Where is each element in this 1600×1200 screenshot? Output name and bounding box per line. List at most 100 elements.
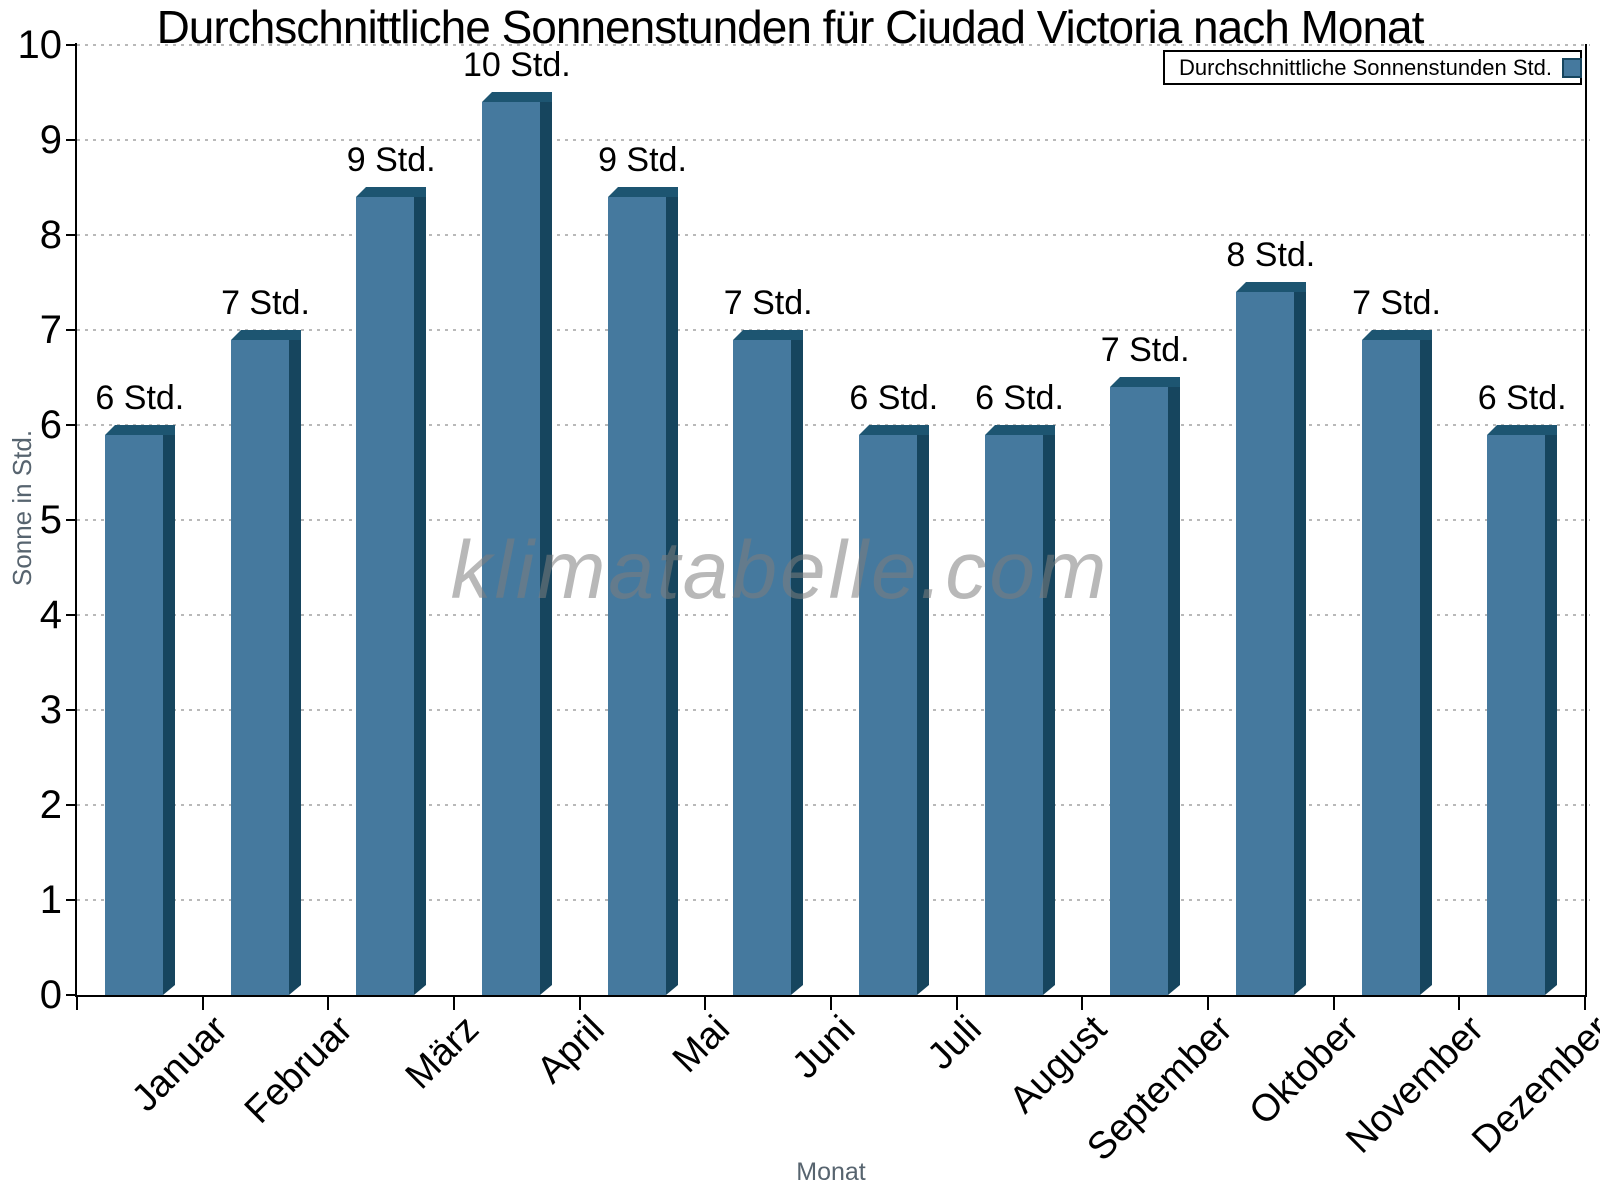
bar-face xyxy=(608,197,666,995)
bar-value-label-november: 7 Std. xyxy=(1352,284,1441,322)
gridline-y-9 xyxy=(77,139,1590,141)
month-label-text: August xyxy=(1001,1008,1116,1122)
bar-top-bevel xyxy=(105,425,175,435)
bar-value-label-mai: 9 Std. xyxy=(598,141,687,179)
gridline-y-1 xyxy=(77,899,1590,901)
gridline-y-7 xyxy=(77,329,1590,331)
bar-top-bevel xyxy=(1110,377,1180,387)
month-label-text: Juni xyxy=(784,1008,864,1087)
legend-swatch-icon xyxy=(1562,57,1583,78)
y-tick-label-6: 6 xyxy=(39,403,62,447)
bar-mai xyxy=(608,187,678,995)
gridline-y-2 xyxy=(77,804,1590,806)
bar-face xyxy=(859,435,917,995)
x-tick-2 xyxy=(327,997,330,1010)
bar-top-bevel xyxy=(859,425,929,435)
y-tick-label-0: 0 xyxy=(39,973,62,1017)
bar-side-bevel xyxy=(666,187,678,995)
x-tick-3 xyxy=(453,997,455,1010)
y-tick-8 xyxy=(66,234,76,236)
bar-face xyxy=(482,102,540,995)
bar-value-label-juli: 6 Std. xyxy=(849,379,939,417)
y-tick-10 xyxy=(66,44,76,46)
bar-side-bevel xyxy=(1043,425,1055,995)
month-label-text: Januar xyxy=(123,1008,236,1120)
bar-top-bevel xyxy=(1236,282,1306,292)
bar-face xyxy=(1110,387,1168,995)
month-label-text: November xyxy=(1338,1008,1493,1162)
month-label-text: Mai xyxy=(665,1008,739,1081)
bar-februar xyxy=(231,330,301,995)
bar-side-bevel xyxy=(917,425,929,995)
y-tick-label-5: 5 xyxy=(39,498,62,542)
gridline-y-8 xyxy=(77,234,1590,236)
bar-top-bevel xyxy=(482,92,552,102)
bar-top-bevel xyxy=(1487,425,1557,435)
bar-face xyxy=(1236,292,1294,995)
x-tick-11 xyxy=(1458,997,1461,1010)
x-axis-line xyxy=(75,995,1587,997)
y-tick-label-3: 3 xyxy=(39,688,62,732)
bar-september xyxy=(1110,377,1180,995)
bar-value-label-september: 7 Std. xyxy=(1100,331,1190,369)
bar-side-bevel xyxy=(414,187,426,995)
x-tick-1 xyxy=(201,997,204,1010)
bar-november xyxy=(1362,330,1432,995)
bar-face xyxy=(733,340,791,995)
bar-top-bevel xyxy=(608,187,678,197)
bar-top-bevel xyxy=(356,187,426,197)
bar-value-label-august: 6 Std. xyxy=(975,379,1064,417)
y-tick-label-7: 7 xyxy=(39,308,62,352)
bar-side-bevel xyxy=(163,425,175,995)
y-tick-label-10: 10 xyxy=(17,23,63,67)
bar-value-label-april: 10 Std. xyxy=(462,46,571,84)
y-tick-label-1: 1 xyxy=(39,878,62,922)
bar-top-bevel xyxy=(985,425,1055,435)
y-tick-2 xyxy=(66,804,76,806)
bar-januar xyxy=(105,425,175,995)
gridline-y-4 xyxy=(77,614,1590,616)
bar-face xyxy=(985,435,1043,995)
legend-label: Durchschnittliche Sonnenstunden Std. xyxy=(1179,54,1553,80)
bar-side-bevel xyxy=(289,330,301,995)
bar-juli xyxy=(859,425,929,995)
bar-top-bevel xyxy=(1362,330,1432,340)
month-label-text: April xyxy=(529,1008,613,1092)
bar-side-bevel xyxy=(1545,425,1557,995)
x-tick-6 xyxy=(830,997,832,1010)
bar-side-bevel xyxy=(791,330,803,995)
bar-top-bevel xyxy=(231,330,301,340)
bar-august xyxy=(985,425,1055,995)
y-tick-0 xyxy=(66,994,76,996)
x-axis-title: Monat xyxy=(796,1158,866,1186)
y-axis-line xyxy=(75,43,77,997)
bar-value-label-marz: 9 Std. xyxy=(346,141,436,179)
bar-april xyxy=(482,92,552,995)
bar-face xyxy=(231,340,289,995)
bar-value-label-januar: 6 Std. xyxy=(95,379,185,417)
x-tick-5 xyxy=(704,997,707,1010)
bar-side-bevel xyxy=(1420,330,1432,995)
bar-value-label-dezember: 6 Std. xyxy=(1477,379,1567,417)
bar-oktober xyxy=(1236,282,1306,995)
bar-face xyxy=(356,197,414,995)
x-tick-9 xyxy=(1207,997,1209,1010)
month-label-text: Oktober xyxy=(1241,1008,1367,1134)
y-tick-3 xyxy=(66,709,76,711)
month-label-text: März xyxy=(397,1008,487,1098)
bar-side-bevel xyxy=(1294,282,1306,995)
bar-dezember xyxy=(1487,425,1557,995)
bar-side-bevel xyxy=(1168,377,1180,995)
x-tick-4 xyxy=(578,997,581,1010)
legend: Durchschnittliche Sonnenstunden Std. xyxy=(1163,50,1583,85)
bar-value-label-februar: 7 Std. xyxy=(221,284,310,322)
y-tick-label-2: 2 xyxy=(39,783,62,827)
bar-value-label-juni: 7 Std. xyxy=(723,284,813,322)
gridline-y-10 xyxy=(77,44,1590,46)
y-tick-7 xyxy=(66,329,76,331)
bar-juni xyxy=(733,330,803,995)
x-tick-10 xyxy=(1332,997,1335,1010)
y-tick-label-9: 9 xyxy=(39,118,62,162)
